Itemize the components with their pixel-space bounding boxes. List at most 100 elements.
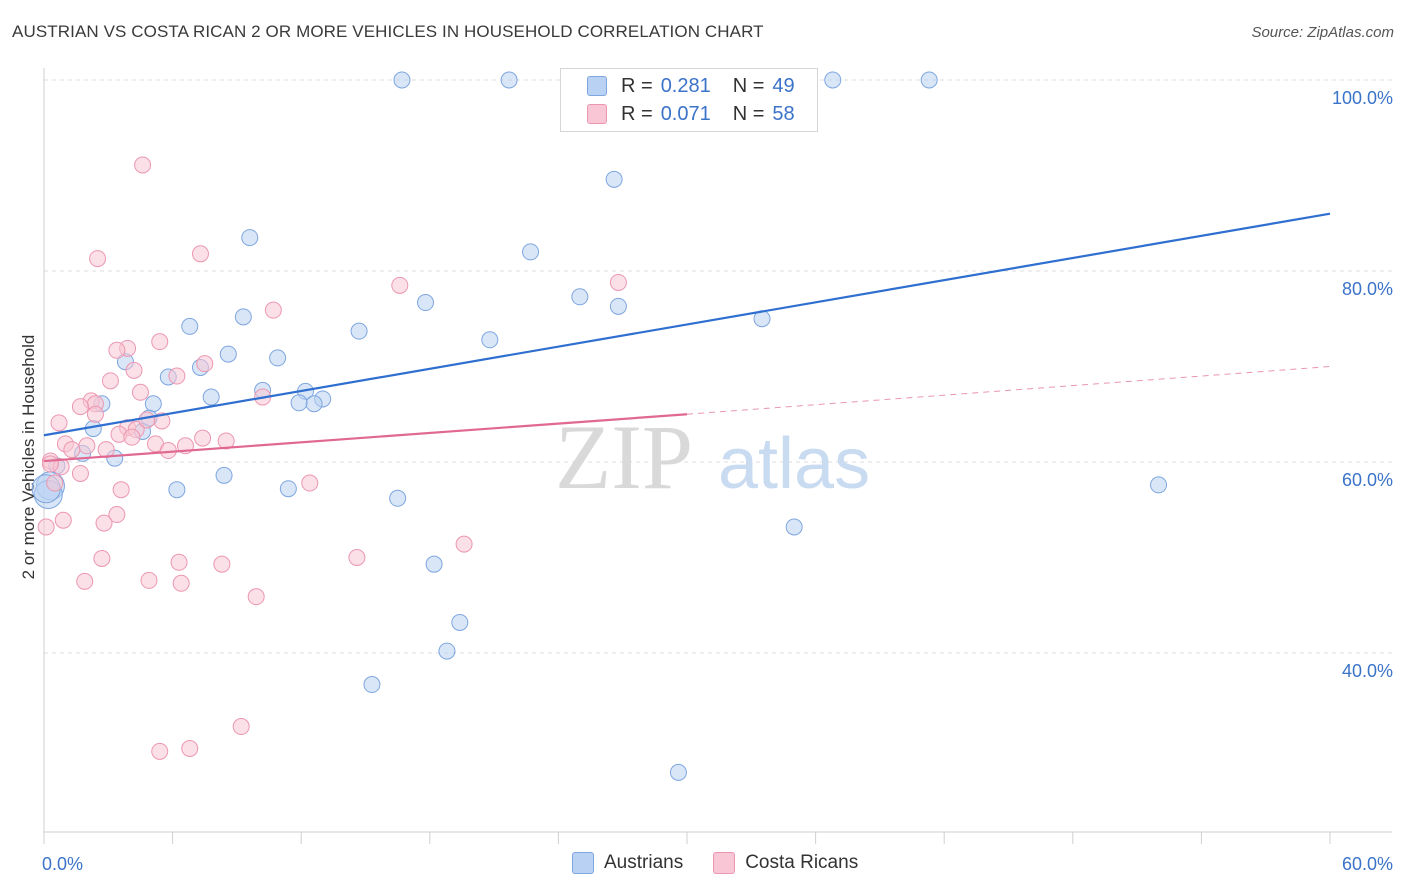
data-point xyxy=(168,481,186,499)
data-point xyxy=(234,308,252,326)
legend-r-value: 0.071 xyxy=(660,102,711,125)
data-point xyxy=(37,518,55,536)
data-point xyxy=(363,676,381,694)
legend-r-value: 0.281 xyxy=(660,74,711,97)
y-tick-label: 100.0% xyxy=(1332,88,1393,108)
axes: 2 or more Vehicles in Household xyxy=(19,68,1392,844)
data-point xyxy=(279,480,297,498)
legend-swatch-austrians xyxy=(572,852,594,874)
legend-swatch-austrians xyxy=(587,76,607,96)
legend-item-austrians[interactable]: Austrians xyxy=(572,852,683,874)
data-point xyxy=(609,273,627,291)
data-point xyxy=(232,718,250,736)
data-point xyxy=(481,331,499,349)
data-point xyxy=(89,250,107,268)
data-point xyxy=(425,555,443,573)
y-tick-label: 40.0% xyxy=(1342,661,1393,681)
data-point xyxy=(241,229,259,247)
data-point xyxy=(393,71,411,89)
data-point xyxy=(172,574,190,592)
data-point xyxy=(391,276,409,294)
data-point xyxy=(1150,476,1168,494)
data-point xyxy=(920,71,938,89)
source-label: Source: ZipAtlas.com xyxy=(1251,24,1394,41)
data-point xyxy=(76,572,94,590)
data-point xyxy=(247,588,265,606)
legend-r-label: R = xyxy=(621,74,653,97)
data-point xyxy=(305,395,323,413)
grid-lines xyxy=(44,79,1392,654)
legend-row-austrians: R = 0.281 N = 49 xyxy=(587,73,795,99)
data-point xyxy=(78,437,96,455)
data-point xyxy=(669,763,687,781)
x-tick-label: 60.0% xyxy=(1342,854,1393,874)
data-point xyxy=(181,317,199,335)
watermark: ZIP atlas xyxy=(555,406,870,508)
trend-line xyxy=(43,413,688,463)
legend-row-costa-ricans: R = 0.071 N = 58 xyxy=(587,101,795,127)
legend-item-costa-ricans[interactable]: Costa Ricans xyxy=(713,852,858,874)
trend-line xyxy=(43,212,1331,437)
data-point xyxy=(123,428,141,446)
data-point xyxy=(191,245,209,263)
data-point xyxy=(95,514,113,532)
data-point xyxy=(451,613,469,631)
data-point xyxy=(455,535,473,553)
data-point xyxy=(125,361,143,379)
data-point xyxy=(290,394,308,412)
data-point xyxy=(348,549,366,566)
data-point xyxy=(168,367,186,385)
trend-line xyxy=(686,366,1331,415)
chart-title: AUSTRIAN VS COSTA RICAN 2 OR MORE VEHICL… xyxy=(12,22,764,41)
tick-labels: 100.0% 80.0% 60.0% 40.0% 0.0% 60.0% xyxy=(42,88,1393,874)
legend-n-value: 58 xyxy=(772,102,795,125)
legend-n-label: N = xyxy=(732,102,765,125)
data-point xyxy=(217,432,235,450)
data-point xyxy=(269,349,287,367)
data-point xyxy=(213,555,231,573)
legend-r-label: R = xyxy=(621,102,653,125)
data-point xyxy=(93,549,111,567)
data-point xyxy=(71,398,89,416)
data-point xyxy=(151,742,169,760)
data-point xyxy=(785,518,803,536)
data-point xyxy=(202,388,220,406)
watermark-atlas: atlas xyxy=(718,424,870,504)
trend-lines xyxy=(43,212,1331,463)
data-point xyxy=(301,474,319,492)
y-tick-label: 80.0% xyxy=(1342,279,1393,299)
data-point xyxy=(63,441,81,459)
legend-n-value: 49 xyxy=(772,74,795,97)
data-point xyxy=(101,372,119,390)
data-point xyxy=(144,395,162,413)
y-axis-label: 2 or more Vehicles in Household xyxy=(19,335,38,580)
data-point xyxy=(151,333,169,351)
x-tick-label: 0.0% xyxy=(42,854,83,874)
data-point xyxy=(181,740,199,757)
data-point xyxy=(134,156,152,174)
y-tick-label: 60.0% xyxy=(1342,470,1393,490)
data-point xyxy=(571,288,589,306)
legend-swatch-costa-ricans xyxy=(587,104,607,124)
data-point xyxy=(138,411,156,429)
data-point xyxy=(215,466,233,484)
legend-label-costa-ricans: Costa Ricans xyxy=(745,852,859,873)
data-point xyxy=(500,71,518,89)
data-point xyxy=(389,489,407,507)
data-point xyxy=(108,506,126,524)
correlation-legend: R = 0.281 N = 49 R = 0.071 N = 58 xyxy=(560,68,818,132)
legend-label-austrians: Austrians xyxy=(604,852,684,873)
data-point xyxy=(54,511,72,529)
data-point xyxy=(824,71,842,89)
data-point xyxy=(86,405,104,423)
data-point xyxy=(605,170,623,188)
data-point xyxy=(219,345,237,363)
data-point xyxy=(522,243,540,261)
costa-ricans-points xyxy=(37,156,627,760)
data-point xyxy=(170,553,188,571)
data-point xyxy=(194,429,212,447)
data-point xyxy=(131,383,149,401)
legend-swatch-costa-ricans xyxy=(713,852,736,874)
data-point xyxy=(417,294,435,312)
